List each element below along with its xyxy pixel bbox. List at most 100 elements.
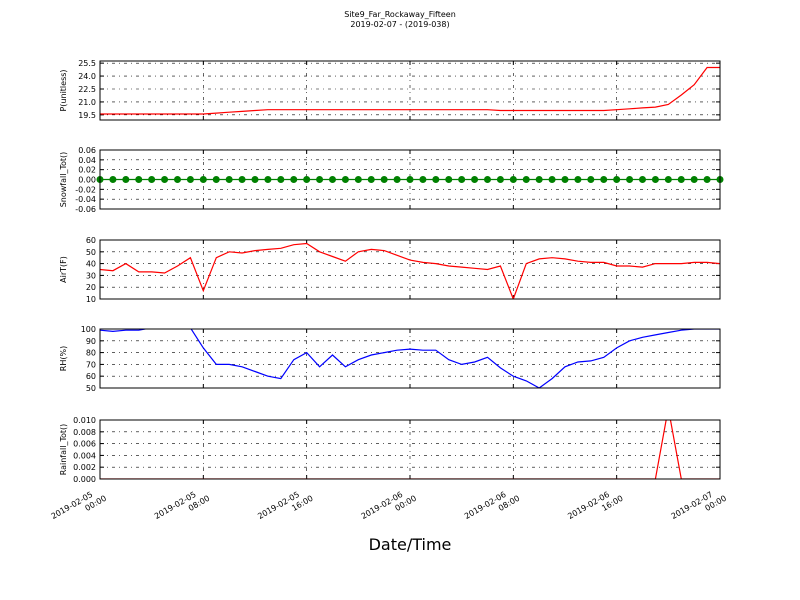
y-tick-label: 30: [86, 271, 96, 280]
y-tick-label: 50: [86, 384, 96, 393]
y-tick-label: 60: [86, 372, 96, 381]
series-marker: [199, 176, 207, 183]
y-axis-label: P(unitless): [59, 69, 68, 111]
series-marker: [574, 176, 582, 183]
plot-frame: [99, 239, 721, 300]
series-marker: [109, 176, 117, 183]
series-marker: [161, 176, 169, 183]
x-tick-label: 2019-02-0608:00: [463, 485, 521, 530]
plot-frame: [99, 328, 721, 389]
series-marker: [290, 176, 298, 183]
series-marker: [651, 176, 659, 183]
y-tick-label: 19.5: [78, 111, 96, 120]
series-marker: [677, 176, 685, 183]
y-tick-label: 0.010: [73, 416, 96, 425]
y-tick-label: 0.006: [73, 440, 96, 449]
y-tick-label: 22.5: [78, 85, 96, 94]
series-marker: [212, 176, 220, 183]
series-marker: [496, 176, 504, 183]
y-tick-label: 50: [86, 248, 96, 257]
y-tick-label: 0.02: [78, 166, 96, 175]
y-tick-label: 70: [86, 360, 96, 369]
series-marker: [135, 176, 143, 183]
y-tick-label: -0.06: [75, 205, 96, 214]
series-marker: [587, 176, 595, 183]
series-marker: [380, 176, 388, 183]
y-tick-label: 0.04: [78, 156, 96, 165]
series-marker: [174, 176, 181, 183]
series-marker: [251, 176, 259, 183]
series-marker: [329, 176, 336, 183]
series-marker: [303, 176, 311, 183]
series-marker: [471, 176, 479, 183]
y-tick-label: 0.002: [73, 463, 96, 472]
plot-frame: [99, 149, 721, 210]
chart-subtitle: 2019-02-07 - (2019-038): [350, 20, 449, 29]
y-axis-label: Snowfall_Tot(): [59, 152, 68, 208]
series-marker: [186, 176, 194, 183]
series-marker: [341, 176, 349, 183]
series-marker: [535, 176, 543, 183]
x-tick-label: 2019-02-0500:00: [50, 485, 108, 530]
series-marker: [316, 176, 324, 183]
y-tick-label: 21.0: [78, 98, 96, 107]
series-marker: [238, 176, 246, 183]
y-tick-label: -0.02: [75, 185, 96, 194]
series-line: [100, 242, 720, 299]
series-marker: [522, 176, 530, 183]
y-tick-label: -0.04: [75, 195, 96, 204]
y-tick-label: 0.008: [73, 428, 96, 437]
plot-frame: [99, 419, 721, 480]
series-marker: [561, 176, 569, 183]
x-tick-label: 2019-02-0516:00: [256, 485, 314, 530]
series-marker: [664, 176, 672, 183]
series-marker: [509, 176, 517, 183]
y-tick-label: 0.000: [73, 475, 96, 484]
series-marker: [419, 176, 427, 183]
y-axis-label: AirT(F): [59, 256, 68, 283]
y-tick-label: 0.004: [73, 451, 96, 460]
y-tick-label: 60: [86, 236, 96, 245]
x-tick-label: 2019-02-0600:00: [360, 485, 418, 530]
series-marker: [600, 176, 608, 183]
series-line: [100, 66, 720, 115]
y-tick-label: 40: [86, 260, 96, 269]
chart-title: Site9_Far_Rockaway_Fifteen: [344, 10, 456, 19]
y-tick-label: 25.5: [78, 59, 96, 68]
series-marker: [393, 176, 401, 183]
y-tick-label: 0.00: [78, 176, 96, 185]
plot-frame: [99, 60, 721, 121]
x-tick-label: 2019-02-0700:00: [670, 485, 728, 530]
series-marker: [148, 176, 156, 183]
series-marker: [367, 176, 375, 183]
y-tick-label: 100: [81, 325, 96, 334]
series-marker: [548, 176, 556, 183]
series-marker: [225, 176, 233, 183]
y-tick-label: 80: [86, 349, 96, 358]
y-tick-label: 0.06: [78, 146, 96, 155]
series-marker: [354, 176, 362, 183]
series-marker: [264, 176, 272, 183]
series-line: [100, 329, 720, 388]
series-marker: [626, 176, 634, 183]
x-tick-label: 2019-02-0616:00: [566, 485, 624, 530]
series-marker: [484, 176, 491, 183]
y-axis-label: Rainfall_Tot(): [59, 424, 68, 476]
series-marker: [406, 176, 414, 183]
series-marker: [690, 176, 698, 183]
series-marker: [639, 176, 646, 183]
series-marker: [445, 176, 453, 183]
y-tick-label: 10: [86, 295, 96, 304]
series-marker: [458, 176, 466, 183]
series-marker: [432, 176, 440, 183]
series-marker: [613, 176, 621, 183]
y-tick-label: 20: [86, 283, 96, 292]
y-tick-label: 90: [86, 337, 96, 346]
x-tick-label: 2019-02-0508:00: [153, 485, 211, 530]
x-axis-label: Date/Time: [369, 535, 452, 554]
y-axis-label: RH(%): [59, 346, 68, 371]
y-tick-label: 24.0: [78, 72, 96, 81]
series-marker: [122, 176, 130, 183]
series-marker: [277, 176, 285, 183]
